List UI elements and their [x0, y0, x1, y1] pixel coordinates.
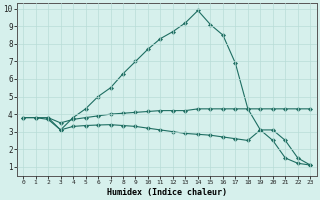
X-axis label: Humidex (Indice chaleur): Humidex (Indice chaleur) — [107, 188, 227, 197]
